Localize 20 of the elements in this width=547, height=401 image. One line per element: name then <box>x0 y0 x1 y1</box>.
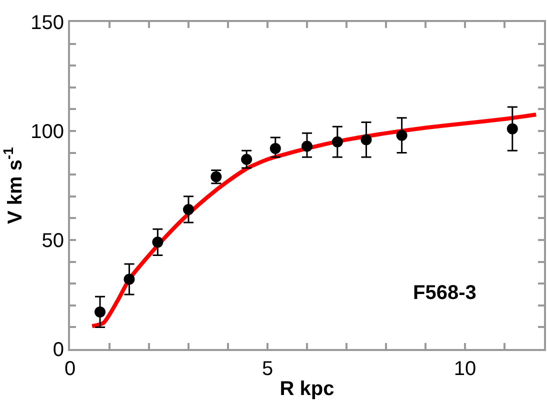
y-tick-label: 0 <box>52 339 64 361</box>
y-tick-label: 150 <box>30 12 64 34</box>
line-series <box>90 112 538 328</box>
point <box>332 136 343 148</box>
point <box>360 134 372 146</box>
x-tick-label: 5 <box>262 358 274 380</box>
point <box>270 142 281 154</box>
y-tick-label: 50 <box>42 230 64 252</box>
point <box>183 204 194 215</box>
point <box>152 236 164 248</box>
point <box>241 154 252 165</box>
x-tick-label: 10 <box>454 358 476 380</box>
annotation: F568-3 <box>413 282 476 304</box>
point <box>302 140 312 152</box>
y-tick-label: 100 <box>30 121 64 143</box>
x-axis-title: R kpc <box>280 378 334 400</box>
point <box>396 130 408 141</box>
point <box>124 274 135 285</box>
point <box>506 123 518 134</box>
point <box>94 306 106 318</box>
